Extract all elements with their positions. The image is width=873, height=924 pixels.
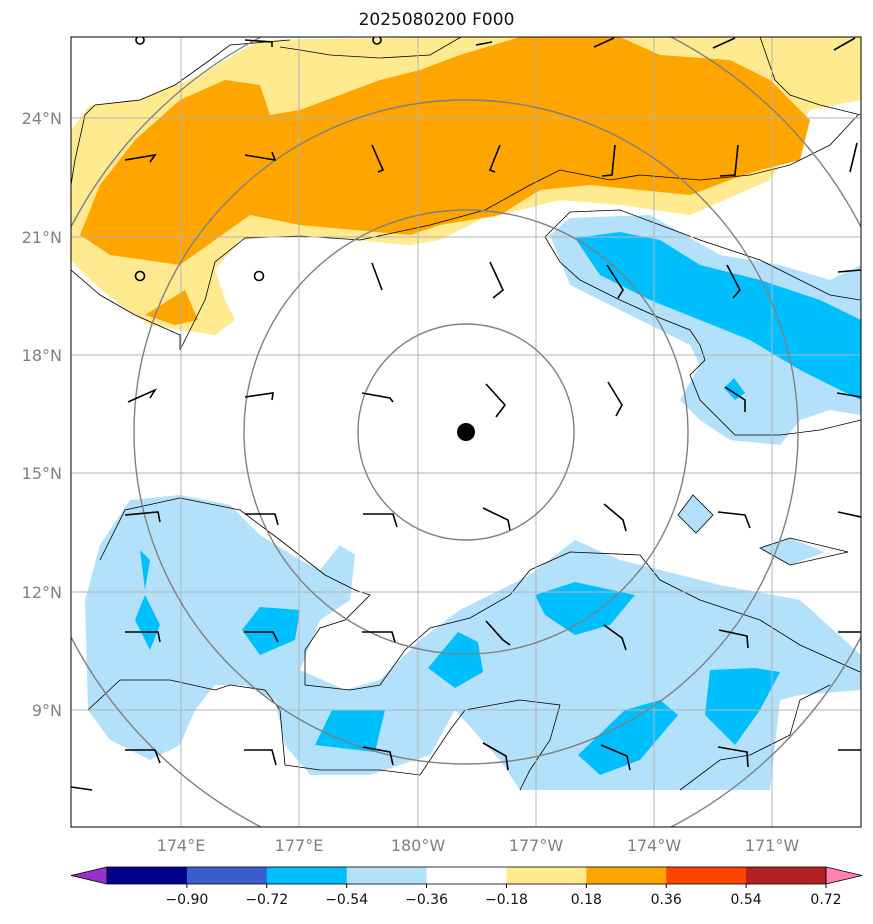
calm-circles — [134, 37, 382, 282]
contour-lines — [71, 37, 861, 791]
storm-center-marker — [457, 423, 475, 441]
longitude-labels: 174°E 177°E 180°W 177°W 174°W 171°W — [157, 836, 800, 855]
lon-label: 180°W — [391, 836, 446, 855]
colorbar: −0.90 −0.72 −0.54 −0.36 −0.18 0.18 0.36 0.54 0.7… — [70, 866, 863, 908]
colorbar-segment — [266, 867, 348, 884]
colorbar-tick-label: −0.54 — [325, 892, 368, 908]
grid-lines — [71, 37, 861, 827]
lon-label: 174°W — [627, 836, 682, 855]
colorbar-segment — [666, 867, 747, 884]
colorbar-segment — [186, 867, 268, 884]
lat-label: 12°N — [22, 583, 62, 602]
chart-title: 2025080200 F000 — [358, 10, 515, 30]
colorbar-segment — [586, 867, 667, 884]
lon-label: 174°E — [157, 836, 206, 855]
colorbar-tick-label: −0.36 — [405, 892, 448, 908]
lon-label: 177°E — [275, 836, 324, 855]
map-area — [71, 37, 861, 827]
colorbar-tick-label: 0.36 — [651, 892, 682, 908]
wind-barbs — [71, 37, 861, 791]
colorbar-segment — [426, 867, 507, 884]
lon-label: 171°W — [745, 836, 800, 855]
colorbar-segment — [107, 867, 188, 884]
colorbar-segment — [506, 867, 587, 884]
colorbar-tick-label: 0.54 — [731, 892, 762, 908]
colorbar-tick-label: −0.18 — [485, 892, 528, 908]
map-frame — [70, 36, 862, 828]
colorbar-extend-high — [825, 866, 863, 885]
lat-label: 21°N — [22, 228, 62, 247]
latitude-labels: 24°N 21°N 18°N 15°N 12°N 9°N — [22, 109, 62, 720]
lat-label: 24°N — [22, 109, 62, 128]
colorbar-frame — [106, 866, 827, 885]
lat-label: 18°N — [22, 346, 62, 365]
positive-mid-field — [80, 37, 810, 325]
lat-label: 9°N — [32, 701, 62, 720]
colorbar-tick-label: −0.72 — [245, 892, 288, 908]
range-rings — [71, 37, 861, 827]
colorbar-extend-low — [70, 866, 108, 885]
colorbar-segment — [746, 867, 827, 884]
colorbar-tick-label: 0.18 — [571, 892, 602, 908]
lat-label: 15°N — [22, 464, 62, 483]
lon-label: 177°W — [509, 836, 564, 855]
colorbar-tick-label: −0.90 — [165, 892, 208, 908]
colorbar-tick-label: 0.72 — [810, 892, 841, 908]
colorbar-segment — [346, 867, 428, 884]
